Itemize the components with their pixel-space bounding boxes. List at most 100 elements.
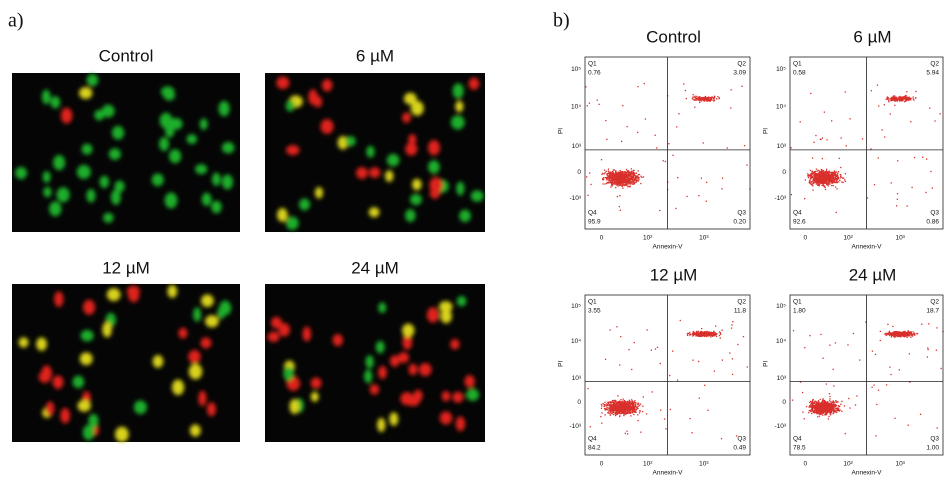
event bbox=[897, 199, 898, 200]
event bbox=[687, 335, 688, 336]
cell bbox=[366, 355, 374, 368]
event bbox=[621, 405, 622, 406]
panel-label: a) bbox=[8, 10, 24, 32]
event bbox=[660, 363, 661, 364]
event bbox=[808, 406, 809, 407]
event bbox=[922, 157, 923, 158]
event bbox=[608, 173, 609, 174]
event bbox=[887, 333, 888, 334]
event bbox=[822, 407, 823, 408]
event bbox=[811, 413, 812, 414]
event bbox=[708, 98, 709, 99]
event bbox=[811, 172, 812, 173]
y-tick-label: 10⁴ bbox=[776, 104, 786, 111]
event bbox=[930, 171, 931, 172]
event bbox=[835, 342, 836, 343]
event bbox=[823, 175, 824, 176]
y-axis-label: PI bbox=[558, 128, 565, 134]
event bbox=[822, 138, 823, 139]
event bbox=[712, 334, 713, 335]
event bbox=[689, 418, 690, 419]
x-tick-label: 0 bbox=[803, 235, 807, 242]
event bbox=[818, 412, 819, 413]
event bbox=[747, 366, 748, 367]
event bbox=[936, 327, 937, 328]
event bbox=[811, 182, 812, 183]
event bbox=[625, 412, 626, 413]
event bbox=[632, 400, 633, 401]
event bbox=[886, 384, 887, 385]
cell bbox=[107, 288, 121, 301]
event bbox=[830, 403, 831, 404]
event bbox=[812, 177, 813, 178]
cell bbox=[19, 337, 29, 347]
event bbox=[812, 189, 813, 190]
event bbox=[888, 101, 889, 102]
event bbox=[830, 413, 831, 414]
event bbox=[829, 345, 830, 346]
event bbox=[689, 332, 690, 333]
event bbox=[616, 326, 617, 327]
quadrant-value: 11.8 bbox=[734, 308, 747, 315]
event bbox=[698, 361, 699, 362]
event bbox=[744, 145, 745, 146]
event bbox=[732, 374, 733, 375]
event bbox=[696, 98, 697, 99]
event bbox=[620, 409, 621, 410]
event bbox=[826, 180, 827, 181]
event bbox=[633, 405, 634, 406]
cell bbox=[80, 352, 93, 365]
event bbox=[810, 173, 811, 174]
event bbox=[871, 90, 872, 91]
event bbox=[694, 96, 695, 97]
event bbox=[932, 188, 933, 189]
event bbox=[802, 392, 803, 393]
y-axis-label: PI bbox=[763, 361, 770, 367]
event bbox=[812, 400, 813, 401]
event bbox=[713, 98, 714, 99]
event bbox=[625, 410, 626, 411]
quadrant-value: 1.00 bbox=[926, 445, 939, 452]
event bbox=[836, 178, 837, 179]
event bbox=[713, 334, 714, 335]
x-tick-label: 10³ bbox=[895, 461, 905, 468]
event bbox=[823, 398, 824, 399]
quadrant-name: Q4 bbox=[793, 436, 802, 443]
event bbox=[640, 176, 641, 177]
event bbox=[940, 368, 941, 369]
event bbox=[896, 332, 897, 333]
event bbox=[699, 398, 700, 399]
event bbox=[617, 185, 618, 186]
event bbox=[817, 411, 818, 412]
event bbox=[813, 399, 814, 400]
event bbox=[610, 415, 611, 416]
event bbox=[813, 403, 814, 404]
event bbox=[635, 404, 636, 405]
event bbox=[619, 181, 620, 182]
event bbox=[638, 179, 639, 180]
event bbox=[615, 410, 616, 411]
event bbox=[617, 413, 618, 414]
event bbox=[827, 408, 828, 409]
event bbox=[631, 179, 632, 180]
event bbox=[810, 401, 811, 402]
cell bbox=[46, 402, 55, 416]
x-tick-label: 0 bbox=[803, 461, 807, 468]
event bbox=[697, 332, 698, 333]
event bbox=[837, 179, 838, 180]
event bbox=[626, 179, 627, 180]
event bbox=[937, 427, 938, 428]
event bbox=[623, 399, 624, 400]
quadrant-value: 18.7 bbox=[926, 308, 939, 315]
event bbox=[626, 407, 627, 408]
event bbox=[629, 172, 630, 173]
cell bbox=[41, 365, 51, 380]
event bbox=[706, 100, 707, 101]
event bbox=[632, 403, 633, 404]
cell bbox=[115, 427, 129, 443]
event bbox=[819, 416, 820, 417]
panel-label: b) bbox=[553, 10, 570, 32]
event bbox=[625, 172, 626, 173]
event bbox=[915, 91, 916, 92]
event bbox=[701, 328, 702, 329]
